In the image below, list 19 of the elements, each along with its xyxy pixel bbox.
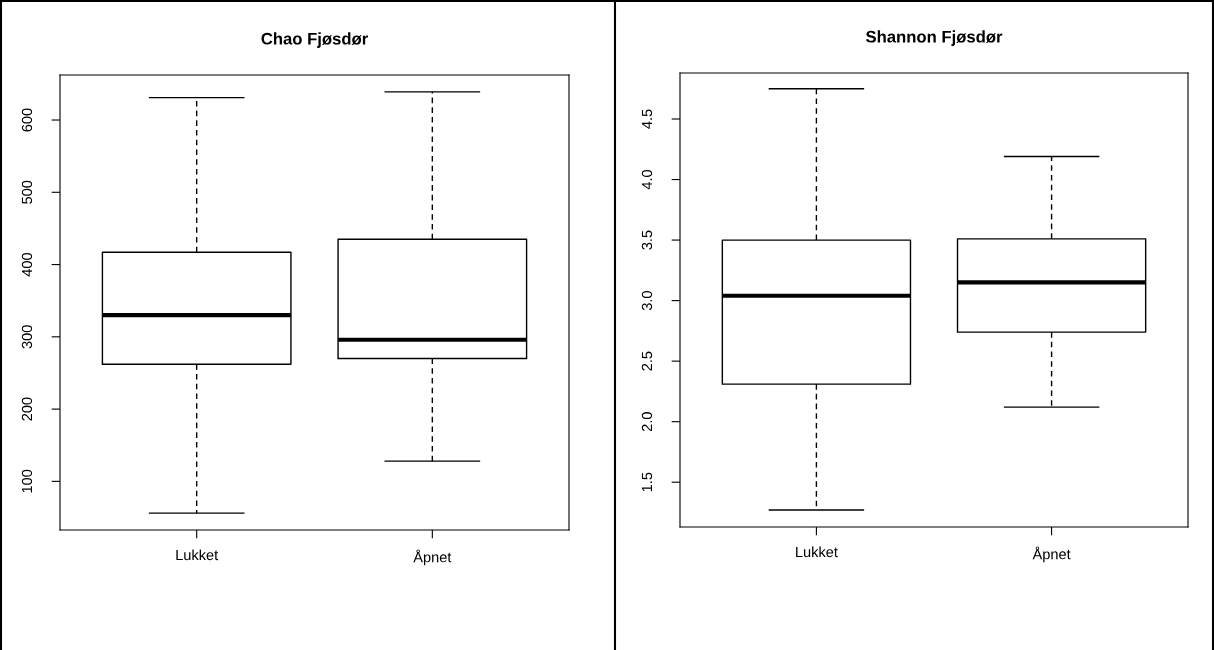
y-tick-label: 1.5 xyxy=(641,472,653,492)
y-tick-label: 300 xyxy=(21,325,33,349)
y-tick-label: 200 xyxy=(21,397,33,421)
y-tick-label: 2.0 xyxy=(641,412,653,432)
y-tick-label: 3.5 xyxy=(641,230,653,250)
chart-title: Chao Fjøsdør xyxy=(261,32,368,48)
y-tick-label: 3.0 xyxy=(641,291,653,311)
x-tick-label: Lukket xyxy=(796,546,838,558)
y-tick-label: 4.5 xyxy=(641,109,653,129)
x-tick-label: Åpnet xyxy=(413,549,452,566)
chart-title: Shannon Fjøsdør xyxy=(865,30,1003,46)
x-tick-label: Lukket xyxy=(176,549,219,561)
y-tick-label: 4.0 xyxy=(641,169,653,190)
y-tick-label: 500 xyxy=(21,180,33,204)
y-tick-label: 400 xyxy=(21,252,33,277)
y-tick-label: 100 xyxy=(21,469,33,493)
y-tick-label: 600 xyxy=(21,108,33,132)
y-tick-label: 2.5 xyxy=(641,351,653,371)
x-tick-label: Åpnet xyxy=(1032,546,1071,563)
